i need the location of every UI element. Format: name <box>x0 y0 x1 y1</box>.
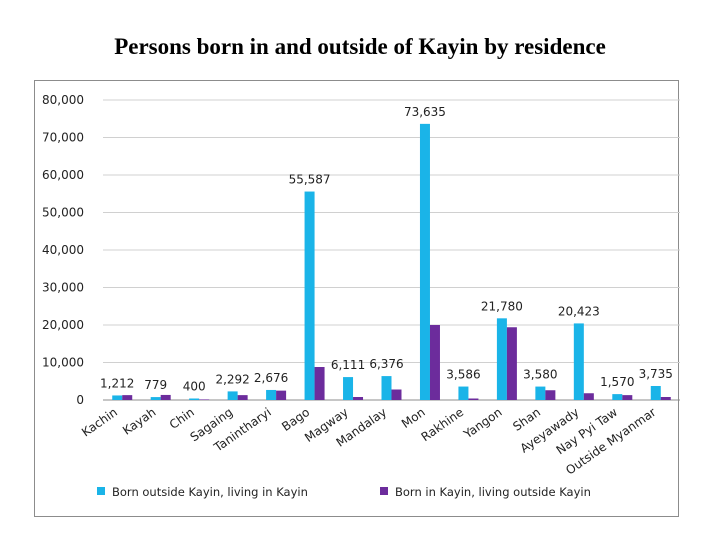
data-label: 55,587 <box>289 173 331 187</box>
data-label: 1,570 <box>600 375 634 389</box>
y-tick-label: 0 <box>76 393 84 407</box>
data-label: 779 <box>144 378 167 392</box>
bar-series-1 <box>381 376 392 400</box>
bar-series-1 <box>189 398 200 400</box>
data-label: 2,676 <box>254 371 288 385</box>
legend-swatch-series-1 <box>97 487 105 495</box>
bar-series-1 <box>419 123 430 401</box>
legend-label-series-2: Born in Kayin, living outside Kayin <box>395 485 591 499</box>
bar-series-2 <box>506 327 517 400</box>
y-tick-label: 20,000 <box>42 318 84 332</box>
bar-series-1 <box>227 391 238 400</box>
bar-series-2 <box>622 395 633 400</box>
category-label: Kayah <box>120 405 158 438</box>
bar-series-1 <box>535 386 546 400</box>
data-label: 2,292 <box>215 372 249 386</box>
y-tick-label: 30,000 <box>42 281 84 295</box>
category-label: Chin <box>167 405 197 432</box>
bar-series-2 <box>199 399 210 400</box>
bar-series-1 <box>304 191 315 400</box>
chart-title: Persons born in and outside of Kayin by … <box>114 34 606 59</box>
bar-series-2 <box>391 389 402 400</box>
data-labels: 1,212 779 400 2,292 2,676 55,587 6,111 6,376 73,… <box>100 105 673 394</box>
bar-series-1 <box>650 385 661 400</box>
data-label: 400 <box>183 380 206 394</box>
y-tick-label: 60,000 <box>42 168 84 182</box>
category-label: Mon <box>399 405 428 431</box>
y-tick-label: 50,000 <box>42 206 84 220</box>
bar-series-1 <box>343 377 354 400</box>
y-tick-label: 80,000 <box>42 93 84 107</box>
data-label: 6,376 <box>369 357 403 371</box>
bar-series-2 <box>353 397 364 400</box>
bar-series-2 <box>468 398 479 400</box>
chart-frame <box>34 80 679 517</box>
bar-series-2 <box>314 367 325 400</box>
bar-series-1 <box>150 397 161 400</box>
data-label: 73,635 <box>404 105 446 119</box>
bar-series-2 <box>237 395 248 400</box>
bar-series-2 <box>583 393 594 400</box>
gridlines <box>103 99 680 401</box>
bar-series-1 <box>266 389 277 400</box>
category-label: Yangon <box>460 405 504 442</box>
data-label: 6,111 <box>331 358 365 372</box>
bar-series-1 <box>573 323 584 400</box>
bar-series-2 <box>429 325 440 400</box>
data-label: 20,423 <box>558 304 600 318</box>
data-label: 3,735 <box>639 367 673 381</box>
bar-series-2 <box>160 394 171 400</box>
data-label: 3,580 <box>523 368 557 382</box>
bar-series-1 <box>612 394 623 400</box>
data-label: 3,586 <box>446 368 480 382</box>
bar-series-2 <box>545 390 556 400</box>
data-label: 1,212 <box>100 376 134 390</box>
category-label: Rakhine <box>419 405 467 444</box>
legend-swatch-series-2 <box>380 487 388 495</box>
data-label: 21,780 <box>481 299 523 313</box>
bar-series-2 <box>660 397 671 400</box>
legend: Born outside Kayin, living in Kayin Born… <box>97 485 591 499</box>
y-axis-ticks: 0 10,000 20,000 30,000 40,000 50,000 60,000 70,… <box>42 93 84 407</box>
bar-series-2 <box>276 390 287 400</box>
y-tick-label: 70,000 <box>42 131 84 145</box>
bars <box>112 123 671 401</box>
bar-series-1 <box>496 318 507 400</box>
legend-label-series-1: Born outside Kayin, living in Kayin <box>112 485 308 499</box>
bar-series-2 <box>122 395 133 400</box>
category-label: Kachin <box>79 405 120 440</box>
bar-series-1 <box>458 386 469 400</box>
y-tick-label: 40,000 <box>42 243 84 257</box>
bar-series-1 <box>112 395 123 400</box>
y-tick-label: 10,000 <box>42 356 84 370</box>
